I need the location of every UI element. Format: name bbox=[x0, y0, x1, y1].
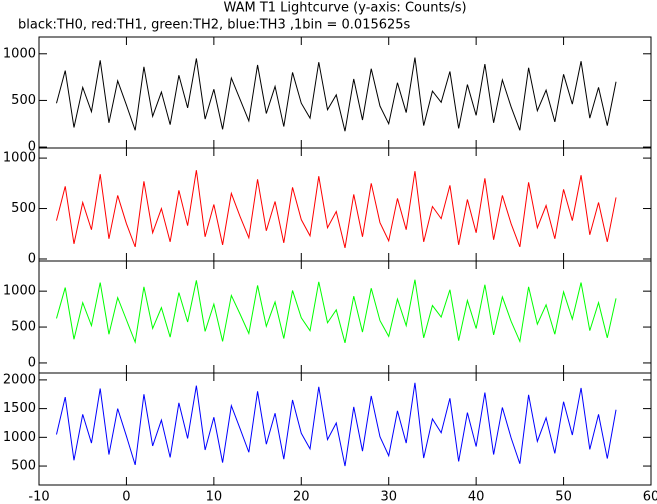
y-tick-label: 2000 bbox=[3, 372, 36, 387]
y-tick-label: 500 bbox=[11, 459, 36, 474]
panel-frame bbox=[38, 260, 652, 374]
y-tick-label: 500 bbox=[11, 93, 36, 108]
panel-frame bbox=[38, 372, 652, 486]
x-tick-label: 10 bbox=[206, 490, 223, 504]
y-tick-label: 0 bbox=[28, 355, 36, 370]
x-tick-label: 30 bbox=[380, 490, 397, 504]
y-tick-label: 1000 bbox=[3, 46, 36, 61]
x-tick-label: 0 bbox=[122, 490, 130, 504]
lightcurve bbox=[55, 382, 617, 467]
chart-subtitle: black:TH0, red:TH1, green:TH2, blue:TH3 … bbox=[18, 18, 411, 33]
x-tick-label: 50 bbox=[555, 490, 572, 504]
y-tick-label: 1000 bbox=[3, 430, 36, 445]
x-tick-label: 60 bbox=[643, 490, 657, 504]
x-tick-label: 20 bbox=[293, 490, 310, 504]
y-tick-label: 500 bbox=[11, 201, 36, 216]
y-tick-label: 0 bbox=[28, 140, 36, 155]
panel-frame bbox=[38, 36, 652, 149]
chart-title: WAM T1 Lightcurve (y-axis: Counts/s) bbox=[223, 1, 466, 16]
x-tick-label: 40 bbox=[468, 490, 485, 504]
lightcurve bbox=[56, 170, 617, 249]
panel-frame bbox=[38, 147, 652, 262]
lightcurve bbox=[56, 57, 617, 132]
y-tick-label: 0 bbox=[28, 251, 36, 266]
y-tick-label: 1500 bbox=[3, 401, 36, 416]
y-tick-label: 500 bbox=[11, 320, 36, 335]
lightcurve bbox=[56, 279, 617, 345]
x-tick-label: -10 bbox=[28, 490, 49, 504]
y-tick-label: 1000 bbox=[3, 151, 36, 166]
y-tick-label: 1000 bbox=[3, 284, 36, 299]
